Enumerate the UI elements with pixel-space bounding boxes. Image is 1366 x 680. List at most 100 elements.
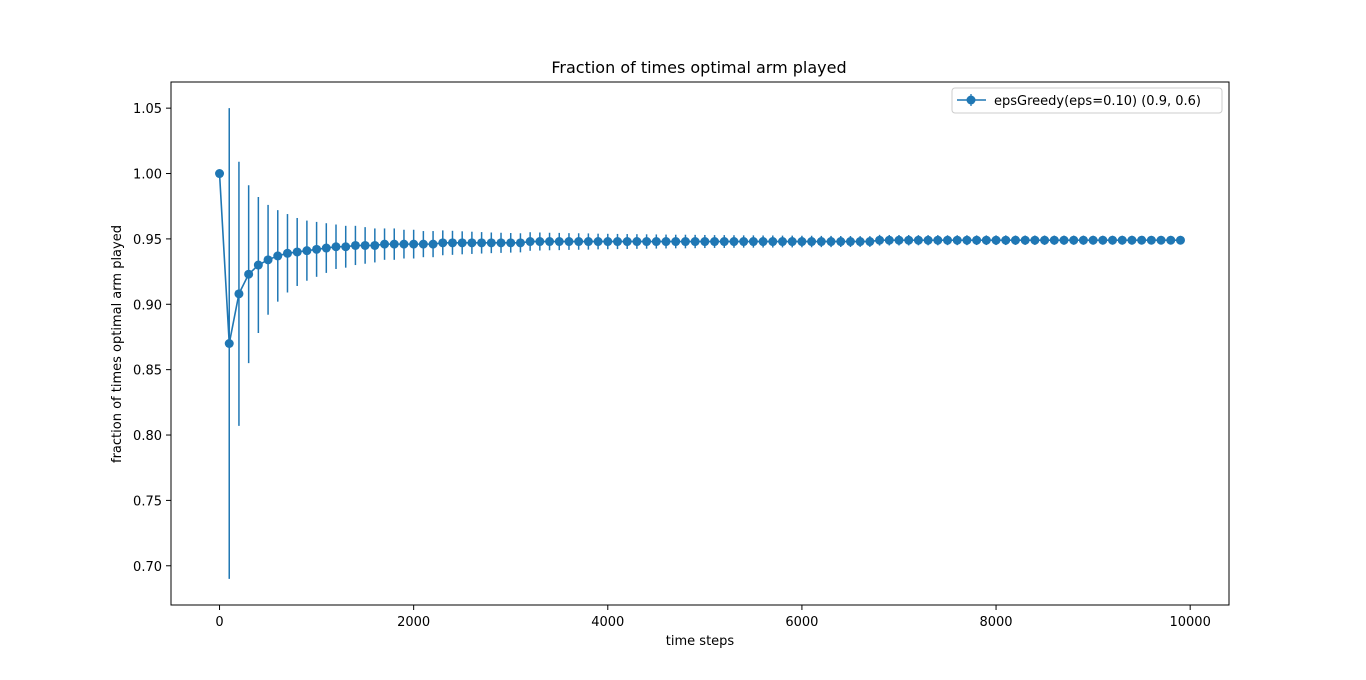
x-tick-label: 0	[215, 615, 223, 630]
data-point	[1098, 235, 1108, 245]
legend: epsGreedy(eps=0.10) (0.9, 0.6)	[951, 87, 1223, 114]
data-point	[787, 237, 797, 247]
data-point	[467, 238, 477, 248]
data-point	[952, 235, 962, 245]
data-point	[913, 235, 923, 245]
data-point	[535, 237, 545, 247]
data-point	[273, 251, 283, 261]
data-points	[215, 169, 1185, 348]
series-line	[218, 173, 1181, 344]
legend-entry-label: epsGreedy(eps=0.10) (0.9, 0.6)	[994, 94, 1201, 109]
data-point	[710, 237, 720, 247]
data-point	[962, 235, 972, 245]
data-point	[399, 239, 409, 249]
data-point	[545, 237, 555, 247]
data-point	[1156, 235, 1166, 245]
data-point	[1030, 235, 1040, 245]
data-point	[748, 237, 758, 247]
data-point	[438, 238, 448, 248]
data-point	[904, 235, 914, 245]
data-point	[807, 237, 817, 247]
data-point	[865, 237, 875, 247]
data-point	[845, 237, 855, 247]
y-axis: 0.70 0.75 0.80 0.85 0.90 0.95 1.00 1.05	[133, 102, 171, 575]
data-point	[496, 238, 506, 248]
data-point	[477, 238, 487, 248]
data-point	[1010, 235, 1020, 245]
data-point	[331, 242, 341, 252]
data-point	[826, 237, 836, 247]
legend-marker-swatch	[966, 95, 976, 105]
data-point	[457, 238, 467, 248]
y-tick-label: 0.75	[133, 494, 162, 509]
data-point	[389, 239, 399, 249]
data-point	[632, 237, 642, 247]
data-point	[603, 237, 613, 247]
data-point	[729, 237, 739, 247]
data-point	[574, 237, 584, 247]
data-point	[1049, 235, 1059, 245]
data-point	[943, 235, 953, 245]
data-point	[486, 238, 496, 248]
data-point	[1078, 235, 1088, 245]
data-point	[1166, 235, 1176, 245]
data-point	[1137, 235, 1147, 245]
data-point	[933, 235, 943, 245]
data-point	[1117, 235, 1127, 245]
data-point	[525, 237, 535, 247]
data-point	[234, 289, 244, 299]
data-point	[671, 237, 681, 247]
data-point	[884, 235, 894, 245]
data-point	[1108, 235, 1118, 245]
data-point	[292, 247, 302, 257]
data-point	[515, 238, 525, 248]
x-tick-label: 8000	[979, 615, 1012, 630]
data-point	[642, 237, 652, 247]
data-point	[700, 237, 710, 247]
data-point	[583, 237, 593, 247]
data-point	[661, 237, 671, 247]
data-point	[1001, 235, 1011, 245]
data-point	[312, 244, 322, 254]
data-point	[1040, 235, 1050, 245]
data-point	[739, 237, 749, 247]
data-point	[855, 237, 865, 247]
data-point	[680, 237, 690, 247]
data-point	[758, 237, 768, 247]
data-point	[612, 237, 622, 247]
y-tick-label: 0.95	[133, 233, 162, 248]
data-point	[816, 237, 826, 247]
data-point	[428, 239, 438, 249]
data-point	[923, 235, 933, 245]
data-point	[972, 235, 982, 245]
y-tick-label: 1.05	[133, 102, 162, 117]
data-point	[991, 235, 1001, 245]
data-point	[1127, 235, 1137, 245]
data-point	[554, 237, 564, 247]
data-point	[768, 237, 778, 247]
data-point	[215, 169, 225, 179]
x-tick-label: 6000	[785, 615, 818, 630]
data-point	[360, 240, 370, 250]
legend-box	[951, 87, 1223, 114]
plot-area-frame	[170, 81, 1230, 606]
x-tick-label: 4000	[591, 615, 624, 630]
x-axis-label: time steps	[666, 634, 735, 649]
data-point	[380, 239, 390, 249]
y-tick-label: 0.85	[133, 364, 162, 379]
data-point	[321, 243, 331, 253]
x-axis: 0 2000 4000 6000 8000 10000	[215, 605, 1211, 630]
data-point	[719, 237, 729, 247]
data-point	[1088, 235, 1098, 245]
x-tick-label: 10000	[1169, 615, 1210, 630]
data-point	[1069, 235, 1079, 245]
y-tick-label: 0.70	[133, 560, 162, 575]
data-point	[447, 238, 457, 248]
data-point	[506, 238, 516, 248]
y-tick-label: 0.80	[133, 429, 162, 444]
chart-title: Fraction of times optimal arm played	[551, 58, 846, 77]
data-point	[593, 237, 603, 247]
data-point	[409, 239, 419, 249]
data-point	[263, 255, 273, 265]
